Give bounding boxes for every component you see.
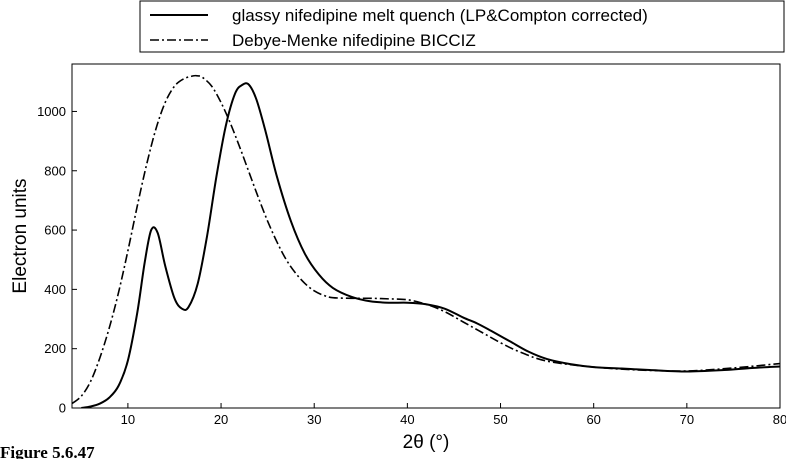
- y-tick-label: 400: [44, 282, 66, 297]
- x-axis: 10 20 30 40 50 60 70 80: [121, 403, 786, 427]
- y-axis-title: Electron units: [10, 178, 31, 293]
- series-layer: [72, 74, 780, 408]
- x-tick-label: 60: [586, 412, 600, 427]
- plot-area: 10 20 30 40 50 60 70 80 0 200 400 600 800 1000: [37, 63, 786, 427]
- legend-label-debye-menke: Debye-Menke nifedipine BICCIZ: [232, 31, 476, 50]
- plot-frame: [71, 63, 781, 409]
- y-tick-label: 800: [44, 163, 66, 178]
- y-tick-label: 0: [59, 401, 66, 416]
- y-tick-label: 1000: [37, 104, 66, 119]
- legend-box: [139, 0, 785, 53]
- series-line-glassy-melt-quench: [81, 82, 780, 408]
- x-tick-label: 30: [307, 412, 321, 427]
- series-line-debye-menke: [72, 74, 780, 405]
- x-tick-label: 80: [773, 412, 786, 427]
- x-tick-label: 70: [680, 412, 694, 427]
- x-axis-title: 2θ (°): [403, 432, 450, 453]
- legend-label-glassy: glassy nifedipine melt quench (LP&Compto…: [232, 6, 648, 25]
- x-tick-label: 50: [493, 412, 507, 427]
- x-tick-label: 40: [400, 412, 414, 427]
- y-tick-label: 600: [44, 223, 66, 238]
- figure-caption: Figure 5.6.47: [0, 443, 95, 459]
- y-axis: 0 200 400 600 800 1000: [37, 104, 77, 416]
- x-tick-label: 20: [214, 412, 228, 427]
- y-tick-label: 200: [44, 341, 66, 356]
- legend: glassy nifedipine melt quench (LP&Compto…: [139, 0, 785, 53]
- x-tick-label: 10: [121, 412, 135, 427]
